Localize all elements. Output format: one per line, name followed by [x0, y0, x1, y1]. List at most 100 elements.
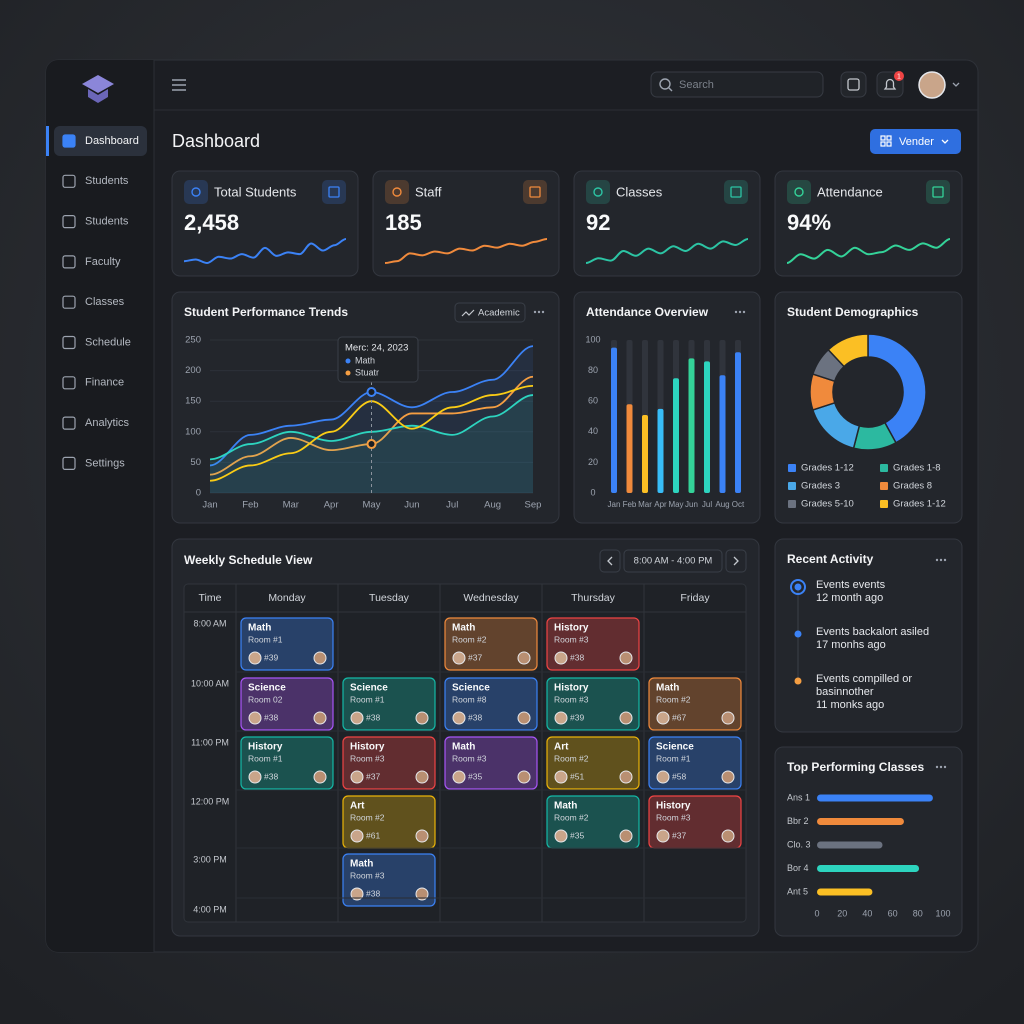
event[interactable] — [444, 677, 538, 731]
nav-icon — [62, 134, 76, 148]
y-tick-label: 100 — [185, 426, 201, 437]
bell-icon — [883, 78, 897, 90]
column-header: Tuesday — [369, 592, 410, 604]
event[interactable] — [546, 677, 640, 731]
activity-text: Events compilled or basinnother — [816, 673, 912, 698]
nav-item[interactable]: Faculty — [85, 256, 121, 268]
badge-count: 1 — [897, 73, 901, 80]
nav-item[interactable]: Finance — [85, 377, 124, 389]
event[interactable] — [342, 853, 436, 907]
prev-button[interactable] — [599, 549, 621, 573]
x-tick-label: Jun — [685, 500, 698, 509]
more-dot — [734, 310, 738, 314]
nav-item[interactable]: Students — [85, 175, 129, 187]
event-room: Room #3 — [452, 753, 487, 763]
event[interactable] — [444, 617, 538, 671]
event[interactable] — [240, 617, 334, 671]
event[interactable] — [342, 677, 436, 731]
event-room: Room #3 — [350, 753, 385, 763]
bar — [657, 408, 664, 493]
timeline-dot — [794, 677, 802, 685]
time-label: 4:00 PM — [193, 904, 227, 914]
event-subject: History — [554, 623, 589, 634]
event[interactable] — [342, 736, 436, 790]
stat-action-glyph — [932, 186, 944, 198]
bar — [817, 888, 873, 896]
inbox-button[interactable] — [840, 71, 867, 98]
event-subject: Math — [554, 801, 577, 812]
event-subject: Science — [452, 683, 490, 694]
event-count: #58 — [672, 771, 686, 781]
legend-swatch — [880, 500, 888, 508]
card-title: Weekly Schedule View — [184, 553, 313, 567]
event[interactable] — [648, 736, 742, 790]
more-dot — [537, 310, 541, 314]
event[interactable] — [648, 677, 742, 731]
stat-label: Staff — [415, 184, 442, 199]
event-count: #37 — [672, 830, 686, 840]
nav-item[interactable]: Students — [85, 216, 129, 228]
event-avatar — [517, 651, 531, 665]
grid-icon — [880, 135, 892, 147]
event-subject: Math — [656, 683, 679, 694]
search-placeholder: Search — [679, 79, 714, 91]
x-tick-label: 20 — [837, 908, 847, 918]
nav-item[interactable]: Schedule — [85, 336, 131, 348]
x-tick-label: Apr — [324, 500, 339, 511]
stat-action — [523, 180, 547, 204]
avatar-chevron — [952, 82, 960, 87]
time-label: 8:00 AM — [193, 618, 226, 628]
card-title: Student Performance Trends — [184, 305, 348, 319]
nav-item[interactable]: Dashboard — [85, 135, 139, 147]
event[interactable] — [444, 736, 538, 790]
event[interactable] — [546, 617, 640, 671]
x-tick-label: Jan — [608, 500, 621, 509]
event-count: #67 — [672, 712, 686, 722]
bar — [735, 352, 741, 493]
next-button[interactable] — [725, 549, 747, 573]
trend-icon — [461, 309, 475, 317]
event-avatar — [350, 770, 364, 784]
more-dot — [939, 558, 943, 562]
nav-icon — [62, 174, 76, 188]
nav-item[interactable]: Analytics — [85, 417, 130, 429]
legend-label: Grades 3 — [801, 481, 840, 492]
x-tick-label: Jul — [702, 500, 712, 509]
x-tick-label: Oct — [732, 500, 745, 509]
stat-value: 185 — [385, 210, 422, 235]
event[interactable] — [546, 736, 640, 790]
x-tick-label: Feb — [242, 500, 258, 511]
nav-icon — [62, 255, 76, 269]
event-avatar — [248, 711, 262, 725]
vender-button[interactable] — [870, 129, 961, 154]
event-room: Room #1 — [656, 753, 691, 763]
stat-icon-glyph — [593, 187, 603, 197]
tooltip-title: Merc: 24, 2023 — [345, 343, 408, 354]
sparkline — [183, 238, 347, 265]
event-room: Room 02 — [248, 694, 283, 704]
event[interactable] — [240, 677, 334, 731]
event[interactable] — [240, 736, 334, 790]
tooltip-item: Math — [355, 355, 375, 365]
stat-label: Total Students — [214, 184, 297, 199]
event-avatar — [619, 829, 633, 843]
event-room: Room #1 — [248, 753, 283, 763]
academic-button[interactable] — [454, 302, 526, 323]
nav-item[interactable]: Classes — [85, 296, 125, 308]
event-count: #51 — [570, 771, 584, 781]
search-box[interactable] — [650, 71, 824, 98]
nav-item[interactable]: Settings — [85, 457, 125, 469]
y-tick-label: Clo. 3 — [787, 839, 811, 849]
event-subject: Art — [350, 801, 365, 812]
menu-button[interactable] — [172, 79, 186, 91]
stat-value: 94% — [787, 210, 831, 235]
stat-action — [724, 180, 748, 204]
event-avatar — [656, 829, 670, 843]
avatar[interactable] — [918, 71, 946, 99]
event-room: Room #2 — [554, 753, 589, 763]
y-tick-label: 200 — [185, 365, 201, 376]
event-room: Room #2 — [656, 694, 691, 704]
x-tick-label: Apr — [654, 500, 667, 509]
legend-label: Grades 8 — [893, 481, 932, 492]
legend-label: Grades 1-12 — [801, 463, 854, 474]
